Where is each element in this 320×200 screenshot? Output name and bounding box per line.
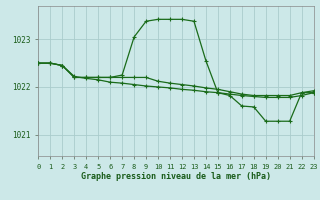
X-axis label: Graphe pression niveau de la mer (hPa): Graphe pression niveau de la mer (hPa) [81,172,271,181]
